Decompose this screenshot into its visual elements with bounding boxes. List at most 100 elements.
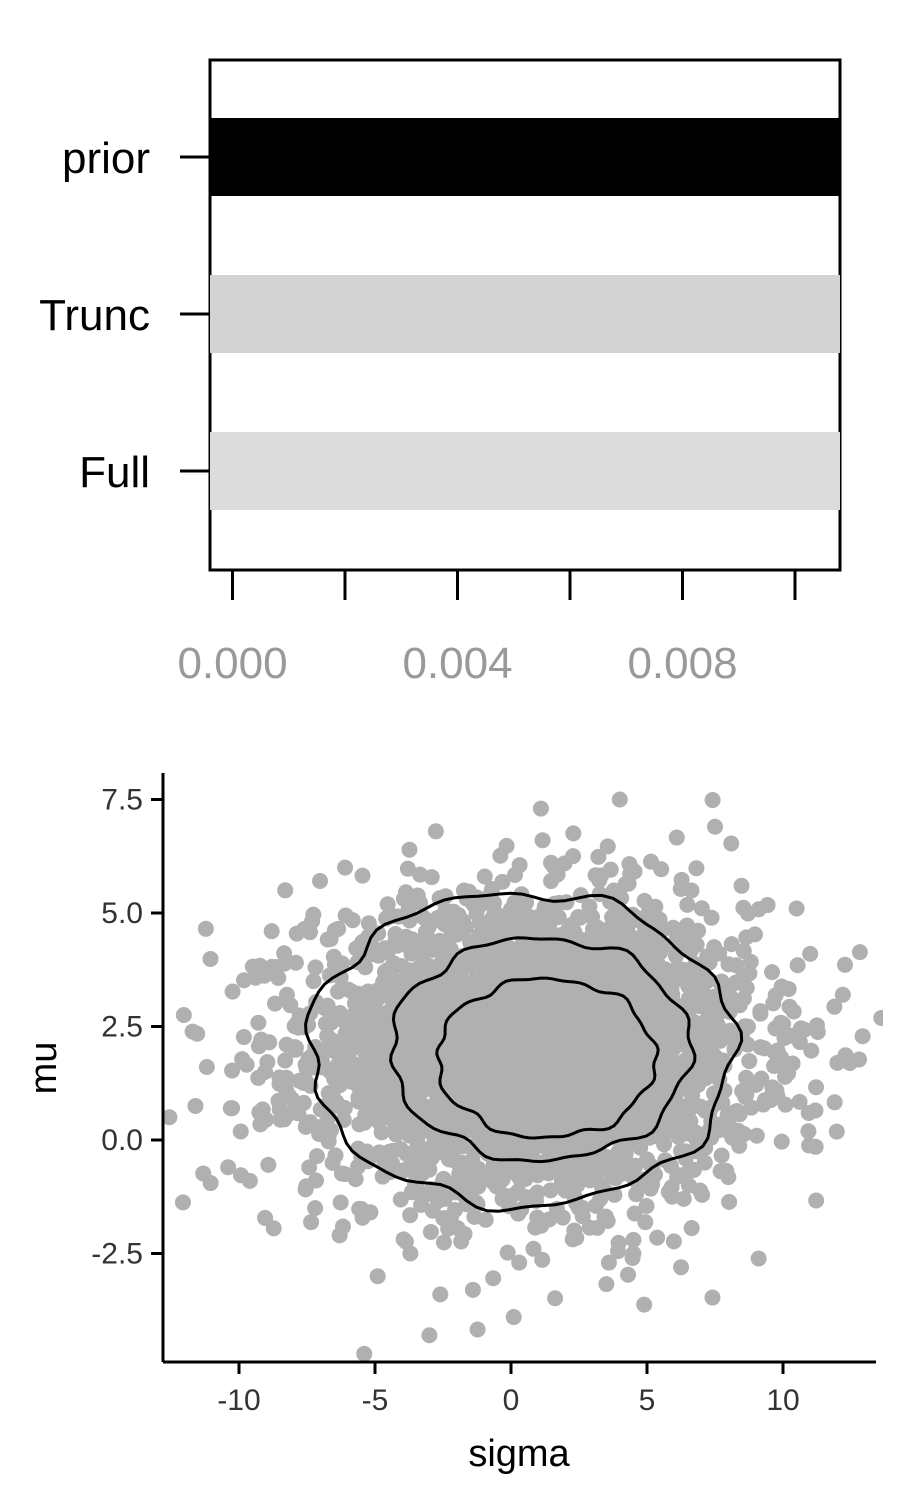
scatter-point [553, 1173, 570, 1190]
scatter-point [606, 977, 623, 994]
scatter-point [372, 1017, 389, 1034]
scatter-point [545, 910, 562, 927]
scatter-point [304, 913, 321, 930]
scatter-point [704, 792, 721, 809]
scatter-point [578, 1038, 595, 1055]
y-tick-label: 7.5 [101, 784, 143, 817]
scatter-point [202, 950, 219, 967]
scatter-point [580, 1106, 597, 1123]
scatter-point [288, 925, 305, 942]
scatter-point [195, 1165, 212, 1182]
scatter-point [750, 1250, 767, 1267]
scatter-point [370, 925, 387, 942]
scatter-point [397, 884, 414, 901]
scatter-point [301, 1159, 318, 1176]
scatter-point [540, 1099, 557, 1116]
scatter-point [558, 1040, 575, 1057]
scatter-point [287, 954, 304, 971]
scatter-point [308, 1148, 325, 1165]
category-label-full: Full [79, 448, 150, 497]
scatter-point [590, 848, 607, 865]
scatter-point [641, 901, 658, 918]
scatter-point [675, 1190, 692, 1207]
scatter-point [632, 1173, 649, 1190]
scatter-point [379, 896, 396, 913]
scatter-point [459, 1157, 476, 1174]
scatter-point [234, 1051, 251, 1068]
scatter-point [402, 1207, 419, 1224]
scatter-point [456, 1225, 473, 1242]
scatter-point [733, 877, 750, 894]
scatter-point [534, 832, 551, 849]
scatter-point [314, 998, 331, 1015]
scatter-point [467, 954, 484, 971]
scatter-point [319, 1125, 336, 1142]
y-tick-label: 0.0 [101, 1124, 143, 1157]
scatter-point [703, 1044, 720, 1061]
scatter-point [528, 1038, 545, 1055]
category-label-trunc: Trunc [39, 291, 150, 340]
scatter-point [198, 1058, 215, 1075]
scatter-point [564, 916, 581, 933]
scatter-point [750, 901, 767, 918]
scatter-point [800, 1123, 817, 1140]
scatter-point [417, 1023, 434, 1040]
scatter-point [271, 1069, 288, 1086]
scatter-point [510, 1104, 527, 1121]
scatter-point [443, 977, 460, 994]
scatter-point [492, 847, 509, 864]
scatter-point [712, 1163, 729, 1180]
scatter-point [466, 1208, 483, 1225]
scatter-point [232, 1123, 249, 1140]
scatter-point [362, 1039, 379, 1056]
scatter-point [302, 1114, 319, 1131]
scatter-point [620, 875, 637, 892]
scatter-point [320, 1085, 337, 1102]
scatter-point [260, 1156, 277, 1173]
scatter-point [453, 962, 470, 979]
scatter-point [568, 1229, 585, 1246]
scatter-point [495, 1163, 512, 1180]
x-tick-label: 0.004 [402, 639, 512, 688]
scatter-point [423, 1149, 440, 1166]
scatter-point [785, 1003, 802, 1020]
scatter-point [308, 1172, 325, 1189]
scatter-point [543, 854, 560, 871]
scatter-point [354, 867, 371, 884]
scatter-point [680, 1102, 697, 1119]
scatter-point [356, 1345, 373, 1362]
scatter-point [432, 1286, 449, 1303]
scatter-point [604, 1162, 621, 1179]
scatter-point [416, 961, 433, 978]
scatter-point [777, 1068, 794, 1085]
scatter-point [386, 958, 403, 975]
scatter-point [307, 959, 324, 976]
scatter-point [646, 943, 663, 960]
scatter-point [465, 896, 482, 913]
scatter-point [809, 1023, 826, 1040]
scatter-point [694, 1186, 711, 1203]
scatter-point [529, 1184, 546, 1201]
bar-prior [210, 118, 840, 196]
scatter-point [611, 791, 628, 808]
scatter-point [409, 1054, 426, 1071]
scatter-point [697, 1063, 714, 1080]
scatter-point [408, 1081, 425, 1098]
scatter-point [360, 1071, 377, 1088]
scatter-point [527, 1219, 544, 1236]
scatter-point [421, 1327, 438, 1344]
scatter-point [752, 1005, 769, 1022]
scatter-point [755, 1096, 772, 1113]
scatter-point [734, 1083, 751, 1100]
x-tick-label: -5 [362, 1384, 389, 1417]
scatter-point [688, 1040, 705, 1057]
scatter-point [464, 1281, 481, 1298]
scatter-point [436, 999, 453, 1016]
scatter-point [332, 1194, 349, 1211]
scatter-point [707, 818, 723, 835]
scatter-point [713, 1147, 730, 1164]
scatter-point [640, 913, 657, 930]
scatter-point [290, 1105, 307, 1122]
scatter-point [649, 1229, 666, 1246]
